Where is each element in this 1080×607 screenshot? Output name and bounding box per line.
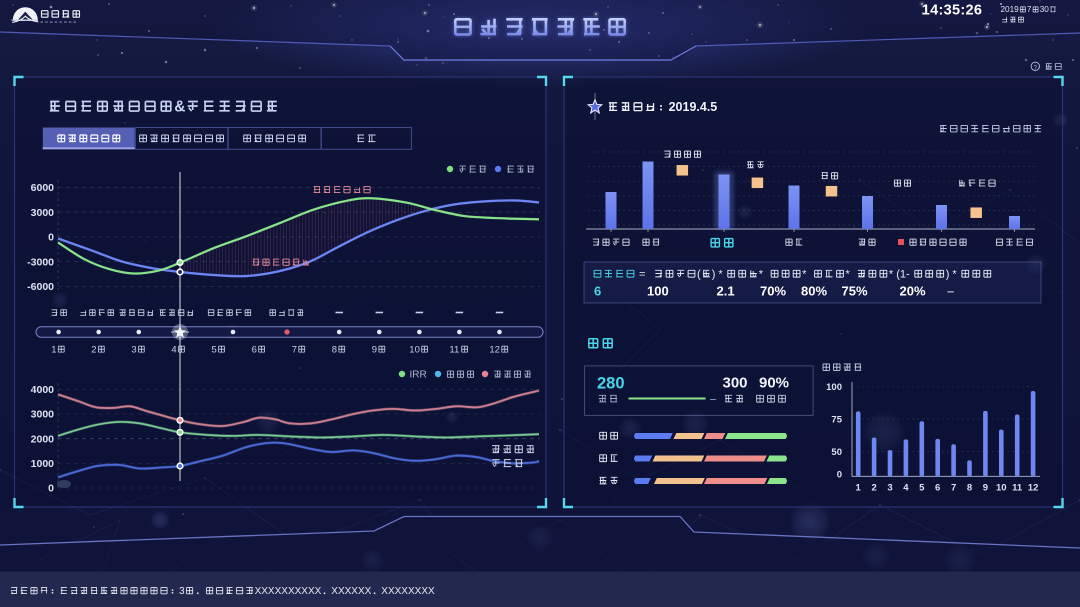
svg-text:7: 7 [1027, 5, 1032, 14]
svg-text:?: ? [1033, 64, 1037, 71]
svg-text:300: 300 [722, 374, 747, 391]
svg-text:&: & [174, 98, 186, 115]
svg-text:100: 100 [826, 382, 842, 393]
svg-text:2019.4.5: 2019.4.5 [669, 100, 718, 114]
svg-text:12: 12 [489, 344, 500, 355]
svg-text:5: 5 [919, 482, 925, 493]
svg-text:280: 280 [597, 374, 625, 392]
svg-text:3000: 3000 [31, 409, 55, 421]
svg-text:20%: 20% [900, 284, 926, 299]
svg-text:1: 1 [51, 344, 56, 355]
svg-text:14:35:26: 14:35:26 [922, 3, 982, 19]
svg-text:0: 0 [48, 232, 54, 244]
svg-text:4: 4 [903, 482, 909, 493]
svg-text:XXXXXX: XXXXXX [331, 586, 371, 597]
svg-text:4000: 4000 [31, 384, 55, 396]
svg-text:75: 75 [831, 414, 842, 425]
svg-text:) *: ) * [946, 268, 958, 280]
svg-text:10: 10 [409, 344, 420, 355]
svg-text:* (1-: * (1- [889, 268, 910, 280]
svg-text:8: 8 [967, 482, 972, 493]
svg-text:8: 8 [332, 344, 337, 355]
svg-text:9: 9 [372, 344, 377, 355]
svg-text:50: 50 [831, 447, 842, 458]
svg-text:-6000: -6000 [27, 281, 54, 293]
svg-text:=: = [639, 268, 645, 280]
svg-text:(: ( [697, 268, 701, 280]
svg-text:30: 30 [1040, 5, 1050, 14]
svg-text:11: 11 [449, 344, 459, 355]
svg-text:100: 100 [647, 284, 669, 299]
svg-text:–: – [947, 284, 954, 299]
svg-text:6: 6 [935, 482, 940, 493]
svg-text:1000: 1000 [31, 458, 55, 470]
svg-text:1: 1 [856, 482, 862, 493]
svg-text:10: 10 [996, 482, 1007, 493]
svg-text:70%: 70% [760, 284, 786, 299]
svg-text:*: * [846, 268, 851, 280]
svg-text:XXXXXXXX: XXXXXXXX [381, 586, 435, 597]
svg-text:12: 12 [1028, 482, 1039, 493]
svg-text:3: 3 [179, 586, 185, 597]
svg-text:2.1: 2.1 [717, 284, 735, 299]
svg-text:2019: 2019 [1001, 5, 1020, 14]
svg-text:2000: 2000 [31, 433, 55, 445]
svg-text:75%: 75% [842, 284, 868, 299]
svg-text:11: 11 [1012, 482, 1023, 493]
svg-text:3000: 3000 [31, 207, 55, 219]
svg-text:2: 2 [91, 344, 96, 355]
svg-text:6: 6 [594, 284, 601, 299]
svg-text:80%: 80% [801, 284, 827, 299]
svg-text:) *: ) * [712, 268, 724, 280]
svg-text:0: 0 [837, 469, 842, 480]
svg-text:7: 7 [951, 482, 956, 493]
svg-text:*: * [759, 268, 764, 280]
svg-text:*: * [802, 268, 807, 280]
svg-text:4: 4 [171, 344, 176, 355]
svg-text:90%: 90% [759, 374, 789, 391]
svg-text:-3000: -3000 [27, 256, 54, 268]
svg-text:IRR: IRR [410, 370, 427, 381]
svg-text:6000: 6000 [31, 182, 55, 194]
svg-text:2: 2 [871, 482, 876, 493]
svg-text:–: – [710, 393, 717, 405]
svg-text:7: 7 [292, 344, 297, 355]
svg-text:5: 5 [212, 344, 217, 355]
svg-text:6: 6 [252, 344, 257, 355]
svg-text:9: 9 [983, 482, 988, 493]
svg-text:XXXXXXXXXX: XXXXXXXXXX [255, 586, 322, 597]
svg-text:0: 0 [48, 483, 54, 495]
svg-text:3: 3 [887, 482, 892, 493]
svg-text:3: 3 [131, 344, 136, 355]
